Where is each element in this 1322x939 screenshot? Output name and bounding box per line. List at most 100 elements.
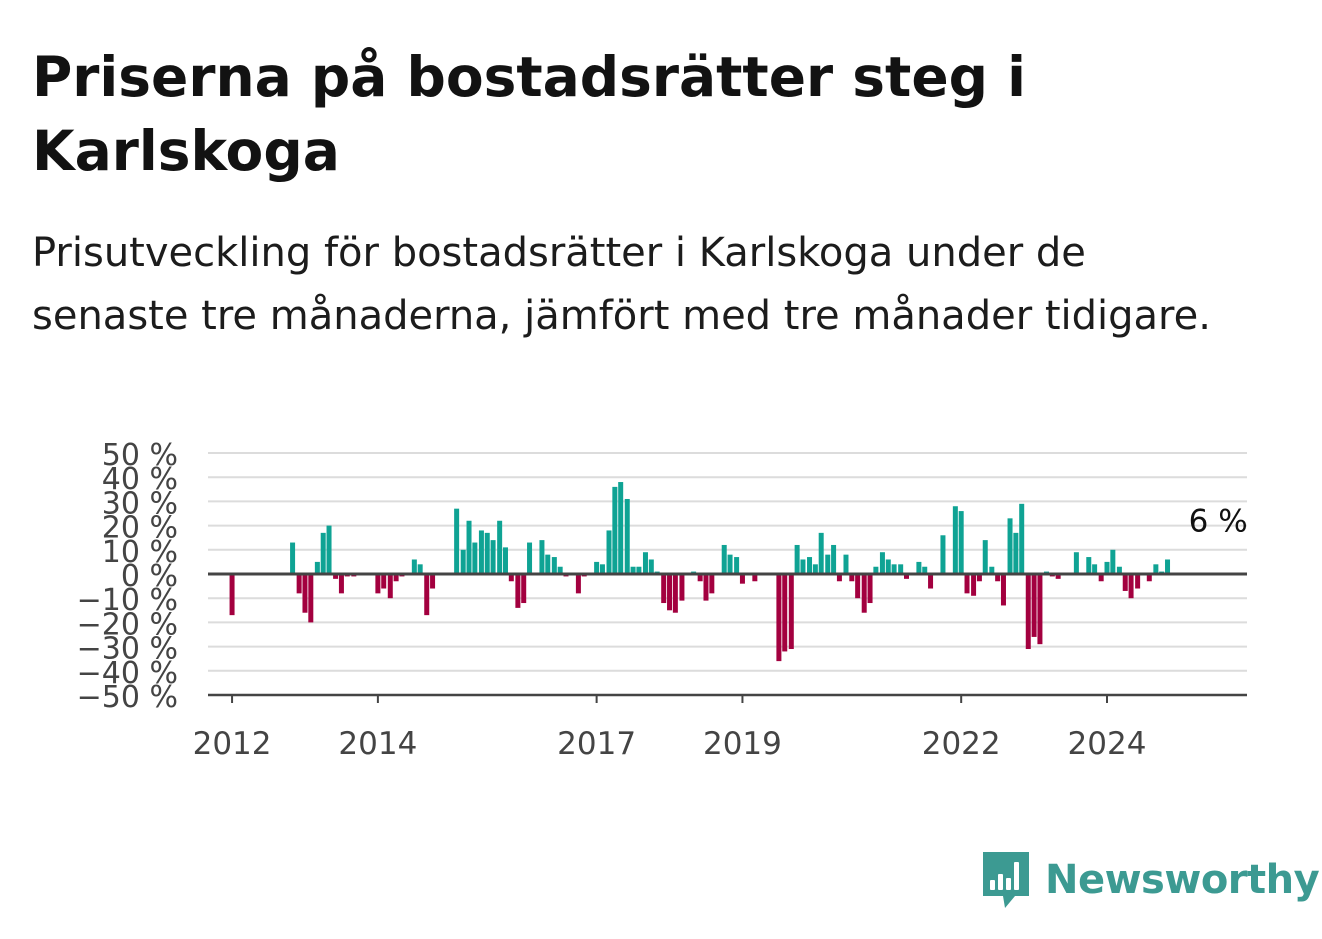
axes	[208, 572, 1247, 697]
x-tick-label: 2014	[338, 726, 417, 762]
bar	[539, 540, 545, 574]
bar	[618, 482, 624, 574]
bar	[976, 574, 982, 582]
bar	[497, 520, 503, 574]
bar	[508, 574, 514, 582]
y-tick-label: −20 %	[77, 607, 178, 642]
bar	[1098, 574, 1104, 582]
x-tick-label: 2022	[922, 726, 1001, 762]
y-tick-label: −30 %	[77, 632, 178, 667]
y-tick-label: −10 %	[77, 583, 178, 618]
bar	[551, 557, 557, 574]
bar	[594, 561, 600, 574]
newsworthy-logo-icon	[983, 852, 1029, 908]
bar	[1031, 574, 1037, 637]
bar	[1165, 559, 1171, 574]
bar	[1135, 574, 1141, 589]
bar	[1025, 574, 1031, 650]
bar	[982, 540, 988, 574]
bar	[1146, 574, 1152, 582]
bar	[861, 574, 867, 613]
x-tick-label: 2017	[557, 726, 636, 762]
bar	[1019, 503, 1025, 574]
bar	[1013, 532, 1019, 574]
bar	[1128, 574, 1134, 599]
bar	[229, 574, 235, 616]
bar	[490, 540, 496, 574]
bar	[302, 574, 308, 613]
bar	[545, 554, 551, 574]
bar	[672, 574, 678, 613]
bar	[703, 574, 709, 601]
bar	[752, 574, 758, 582]
bar	[995, 574, 1001, 582]
bar	[606, 530, 612, 574]
bar	[1073, 552, 1079, 574]
brand-name: Newsworthy	[1045, 857, 1320, 903]
bar	[472, 542, 478, 574]
bar	[430, 574, 436, 589]
y-tick-label: 10 %	[102, 535, 178, 570]
bar	[739, 574, 745, 584]
bar	[515, 574, 521, 608]
bar	[326, 525, 332, 574]
bar	[624, 498, 630, 574]
bar	[971, 574, 977, 596]
bar	[466, 520, 472, 574]
bar	[734, 557, 740, 574]
bar	[484, 532, 490, 574]
bar	[885, 559, 891, 574]
bar	[612, 486, 618, 574]
bar	[296, 574, 302, 594]
bar	[916, 561, 922, 574]
bar	[812, 564, 818, 574]
bar	[800, 559, 806, 574]
bar	[1055, 574, 1061, 579]
bar	[417, 564, 423, 574]
bar	[557, 566, 563, 574]
bar	[478, 530, 484, 574]
bar	[807, 557, 813, 574]
bar	[1092, 564, 1098, 574]
bar	[308, 574, 314, 623]
bar	[1153, 564, 1159, 574]
bar	[338, 574, 344, 594]
bar	[424, 574, 430, 616]
bar	[867, 574, 873, 604]
bar	[697, 574, 703, 582]
y-tick-label: 40 %	[102, 462, 178, 497]
bar	[825, 554, 831, 574]
bar	[709, 574, 715, 594]
x-tick-label: 2024	[1068, 726, 1147, 762]
bar	[879, 552, 885, 574]
bar	[667, 574, 673, 611]
bar	[873, 566, 879, 574]
bar	[290, 542, 296, 574]
y-tick-label: 50 %	[102, 438, 178, 473]
bar	[314, 561, 320, 574]
annotations: 6 %	[1189, 503, 1248, 539]
bar	[1037, 574, 1043, 645]
x-axis-tick-labels: 2012 2014 2017 2019 2022 2024	[193, 695, 1147, 762]
bar	[1110, 549, 1116, 574]
y-tick-label: 20 %	[102, 511, 178, 546]
bar	[1104, 561, 1110, 574]
bar	[928, 574, 934, 589]
y-tick-label: −50 %	[77, 680, 178, 715]
bar	[575, 574, 581, 594]
bar	[818, 532, 824, 574]
bar	[782, 574, 788, 652]
bar	[788, 574, 794, 650]
bar	[855, 574, 861, 599]
bar	[387, 574, 393, 599]
bar	[794, 544, 800, 574]
bar	[831, 544, 837, 574]
bar	[964, 574, 970, 594]
bar	[642, 552, 648, 574]
bar	[1122, 574, 1128, 591]
y-axis-tick-labels: 50 %40 %30 %20 %10 %0 %−10 %−20 %−30 %−4…	[77, 438, 178, 715]
bar	[648, 559, 654, 574]
bar	[922, 566, 928, 574]
bar	[1086, 557, 1092, 574]
